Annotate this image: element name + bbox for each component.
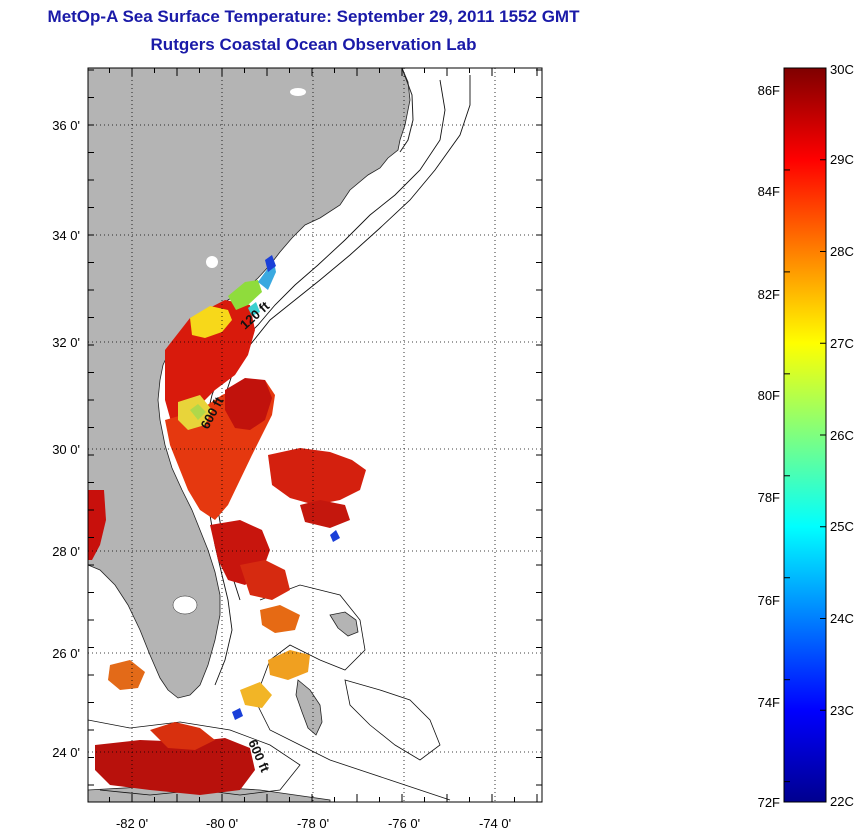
lat-label-34: 34 0' [52, 228, 80, 243]
cbar-label-27c: 27C [830, 336, 854, 351]
lake-okeechobee [172, 595, 198, 615]
land-mainland [88, 68, 411, 699]
cbar-label-22c: 22C [830, 794, 854, 809]
cbar-label-29c: 29C [830, 152, 854, 167]
colorbar-ticks [784, 67, 826, 803]
lake-marion [206, 256, 218, 268]
map-subtitle: Rutgers Coastal Ocean Observation Lab [150, 35, 477, 54]
cbar-label-28c: 28C [830, 244, 854, 259]
land-bahamas-north [329, 611, 359, 637]
lon-label-74: -74 0' [479, 816, 511, 831]
sst-map: 120 ft 600 ft 600 ft -82 0' -80 0' -78 0… [52, 67, 543, 831]
isobath-bahamas-2 [344, 679, 441, 761]
lon-label-80: -80 0' [206, 816, 238, 831]
cbar-label-78f: 78F [758, 490, 780, 505]
cbar-label-24c: 24C [830, 611, 854, 626]
map-frame [87, 67, 543, 803]
cbar-label-72f: 72F [758, 795, 780, 810]
cbar-label-26c: 26C [830, 428, 854, 443]
lat-label-32: 32 0' [52, 335, 80, 350]
map-title: MetOp-A Sea Surface Temperature: Septemb… [47, 7, 580, 26]
cbar-label-80f: 80F [758, 388, 780, 403]
lon-label-76: -76 0' [388, 816, 420, 831]
land-bahamas [295, 679, 323, 736]
colorbar-celsius-labels: 30C 29C 28C 27C 26C 25C 24C 23C 22C [830, 62, 854, 809]
land-outer-banks [399, 68, 414, 153]
cbar-label-84f: 84F [758, 184, 780, 199]
lon-label-82: -82 0' [116, 816, 148, 831]
cbar-label-30c: 30C [830, 62, 854, 77]
latitude-labels: 36 0' 34 0' 32 0' 30 0' 28 0' 26 0' 24 0… [52, 118, 80, 760]
cbar-label-74f: 74F [758, 695, 780, 710]
axis-ticks [88, 68, 542, 802]
lat-label-28: 28 0' [52, 544, 80, 559]
lat-label-26: 26 0' [52, 646, 80, 661]
lat-label-36: 36 0' [52, 118, 80, 133]
lake-mattamuskeet [290, 88, 306, 96]
cbar-label-76f: 76F [758, 593, 780, 608]
longitude-labels: -82 0' -80 0' -78 0' -76 0' -74 0' [116, 816, 511, 831]
temperature-colorbar: 86F 84F 82F 80F 78F 76F 74F 72F 30C 29C … [758, 62, 854, 810]
cbar-label-86f: 86F [758, 83, 780, 98]
sst-field [88, 255, 366, 795]
cbar-label-23c: 23C [830, 703, 854, 718]
lon-label-78: -78 0' [297, 816, 329, 831]
lat-label-30: 30 0' [52, 442, 80, 457]
colorbar-gradient [783, 67, 827, 803]
cbar-label-82f: 82F [758, 287, 780, 302]
colorbar-fahrenheit-labels: 86F 84F 82F 80F 78F 76F 74F 72F [758, 83, 780, 810]
lat-label-24: 24 0' [52, 745, 80, 760]
cbar-label-25c: 25C [830, 519, 854, 534]
